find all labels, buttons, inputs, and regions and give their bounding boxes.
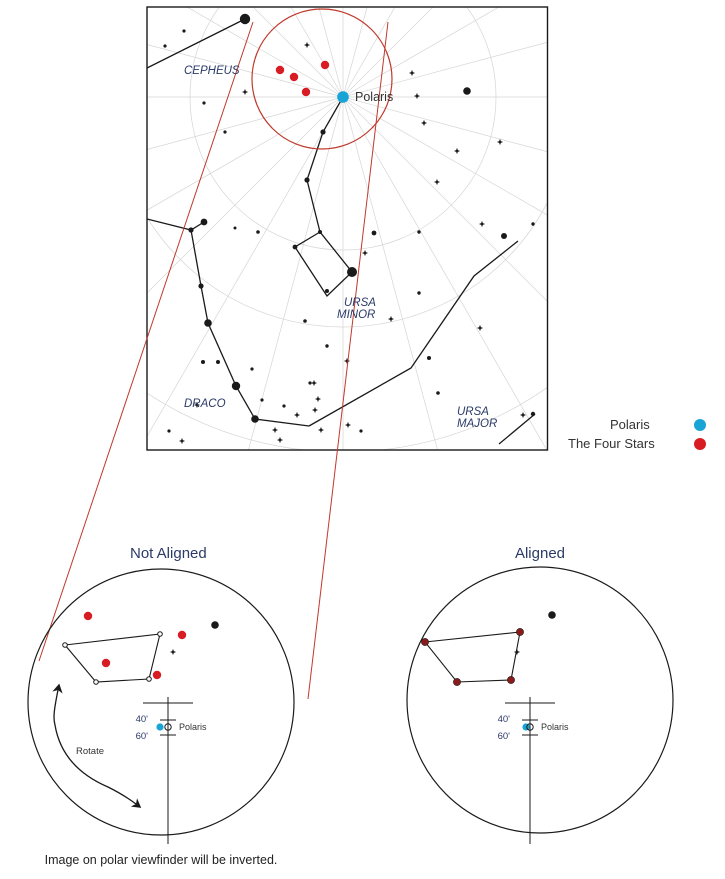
svg-text:40': 40'	[136, 714, 149, 725]
svg-text:60': 60'	[136, 731, 149, 742]
svg-text:Aligned: Aligned	[515, 545, 565, 562]
svg-text:60': 60'	[498, 731, 511, 742]
svg-text:CEPHEUS: CEPHEUS	[184, 65, 240, 77]
svg-text:40': 40'	[498, 714, 511, 725]
svg-text:Polaris: Polaris	[541, 722, 569, 732]
svg-text:URSA: URSA	[457, 406, 489, 418]
svg-text:Not Aligned: Not Aligned	[130, 545, 207, 562]
svg-text:The Four Stars: The Four Stars	[568, 436, 655, 451]
svg-text:URSA: URSA	[344, 297, 376, 309]
svg-text:DRACO: DRACO	[184, 398, 226, 410]
svg-text:Polaris: Polaris	[610, 417, 650, 432]
svg-text:MINOR: MINOR	[337, 309, 375, 321]
svg-text:Rotate: Rotate	[76, 746, 104, 757]
svg-text:Polaris: Polaris	[179, 722, 207, 732]
svg-text:Image on polar viewfinder will: Image on polar viewfinder will be invert…	[45, 853, 278, 867]
svg-text:Polaris: Polaris	[355, 90, 393, 104]
svg-text:MAJOR: MAJOR	[457, 418, 497, 430]
